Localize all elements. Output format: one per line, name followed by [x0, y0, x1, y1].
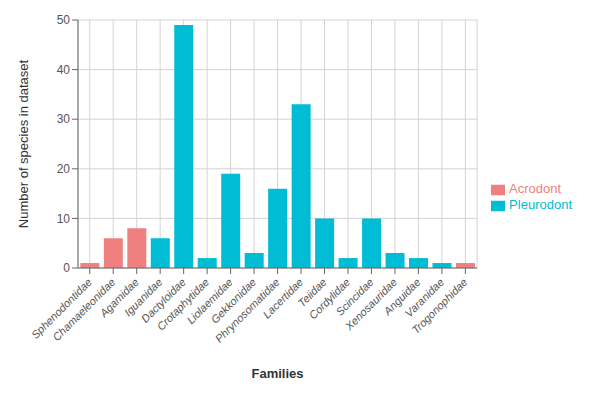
svg-text:Dactyloidae: Dactyloidae [138, 275, 188, 325]
svg-text:Gekkonidae: Gekkonidae [208, 275, 259, 326]
svg-text:Crotaphytidae: Crotaphytidae [154, 275, 212, 333]
svg-text:Xenosauridae: Xenosauridae [342, 275, 400, 333]
html-text:Pleurodont: Pleurodont [509, 197, 572, 212]
svg-text:Sphenodontidae: Sphenodontidae [28, 275, 94, 341]
svg-text:50: 50 [57, 13, 71, 27]
svg-text:10: 10 [57, 212, 71, 226]
svg-text:Scincidae: Scincidae [333, 275, 376, 318]
svg-text:Iguanidae: Iguanidae [121, 275, 165, 319]
svg-text:Liolaemidae: Liolaemidae [184, 275, 235, 327]
svg-text:Trogonophidae: Trogonophidae [409, 276, 469, 336]
svg-text:Chamaeleonidae: Chamaeleonidae [50, 275, 118, 344]
svg-text:Number of species in dataset: Number of species in dataset [16, 59, 31, 228]
html-text:Acrodont: Acrodont [509, 181, 562, 197]
svg-text:20: 20 [57, 162, 71, 176]
svg-text:Phrynosomatidae: Phrynosomatidae [212, 275, 282, 345]
svg-text:Teiidae: Teiidae [295, 275, 329, 309]
svg-text:0: 0 [63, 261, 70, 275]
svg-text:Lacertidae: Lacertidae [260, 275, 306, 321]
svg-text:40: 40 [57, 63, 71, 77]
svg-text:Anguidae: Anguidae [381, 275, 423, 318]
svg-text:30: 30 [57, 112, 71, 126]
svg-text:Families: Families [252, 366, 304, 381]
svg-text:Cordylidae: Cordylidae [306, 275, 353, 322]
svg-text:Agamidae: Agamidae [97, 275, 141, 320]
svg-text:Varanidae: Varanidae [402, 275, 447, 320]
